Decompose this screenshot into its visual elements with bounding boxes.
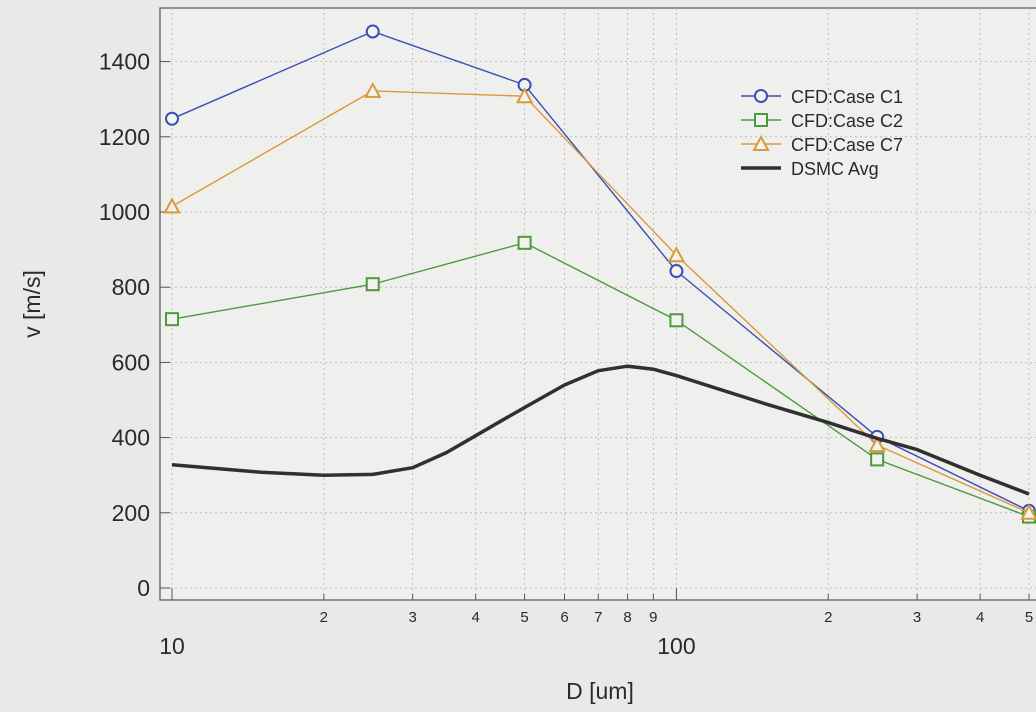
data-point-cfd-case-c2 [365, 277, 380, 292]
data-point-cfd-case-c7 [163, 197, 181, 214]
data-point-cfd-case-c1 [165, 111, 179, 126]
series-line-cfd-case-c2 [171, 242, 1030, 518]
x-axis-label: D [um] [566, 678, 634, 704]
y-tick-label: 0 [137, 575, 150, 601]
y-tick-label: 1000 [99, 199, 150, 225]
x-minor-tick-label: 4 [472, 609, 480, 626]
legend-label-dsmc-avg: DSMC Avg [791, 159, 879, 179]
y-axis-label: v [m/s] [19, 270, 45, 338]
x-minor-tick-label: 6 [560, 609, 568, 626]
data-point-cfd-case-c7 [1020, 503, 1036, 520]
legend-label-cfd-case-c1: CFD:Case C1 [791, 87, 903, 107]
series-line-dsmc-avg [171, 364, 1030, 496]
x-minor-tick-label: 8 [623, 609, 631, 626]
series-line-cfd-case-c7 [171, 90, 1030, 514]
data-point-cfd-case-c2 [517, 235, 532, 250]
x-minor-tick-label: 4 [976, 609, 984, 626]
legend-marker-cfd-case-c2 [754, 113, 768, 127]
x-minor-tick-label: 2 [824, 609, 832, 626]
legend-marker-cfd-case-c7 [752, 134, 770, 151]
y-tick-label: 400 [112, 425, 150, 451]
x-minor-tick-label: 5 [520, 609, 528, 626]
data-point-cfd-case-c7 [364, 81, 382, 98]
y-tick-label: 1200 [99, 124, 150, 150]
legend-marker-cfd-case-c1 [754, 89, 768, 103]
legend-label-cfd-case-c2: CFD:Case C2 [791, 111, 903, 131]
y-tick-label: 600 [112, 349, 150, 375]
data-point-cfd-case-c2 [669, 313, 684, 328]
y-tick-label: 1400 [99, 49, 150, 75]
y-tick-label: 800 [112, 274, 150, 300]
y-tick-label: 200 [112, 500, 150, 526]
x-minor-tick-label: 9 [649, 609, 657, 626]
series-line-cfd-case-c1 [171, 30, 1030, 512]
data-point-cfd-case-c1 [365, 24, 380, 39]
data-point-cfd-case-c2 [165, 312, 179, 327]
x-minor-tick-label: 3 [913, 609, 921, 626]
data-point-cfd-case-c7 [868, 436, 886, 453]
data-point-cfd-case-c1 [669, 264, 684, 279]
x-minor-tick-label: 3 [408, 609, 416, 626]
x-major-tick-label: 10 [159, 633, 185, 659]
x-minor-tick-label: 5 [1025, 609, 1033, 626]
data-point-cfd-case-c2 [870, 452, 885, 467]
data-point-cfd-case-c7 [667, 246, 686, 263]
data-point-cfd-case-c7 [515, 87, 534, 104]
legend-label-cfd-case-c7: CFD:Case C7 [791, 135, 903, 155]
x-minor-tick-label: 7 [594, 609, 602, 626]
x-major-tick-label: 100 [657, 633, 695, 659]
x-minor-tick-label: 2 [320, 609, 328, 626]
